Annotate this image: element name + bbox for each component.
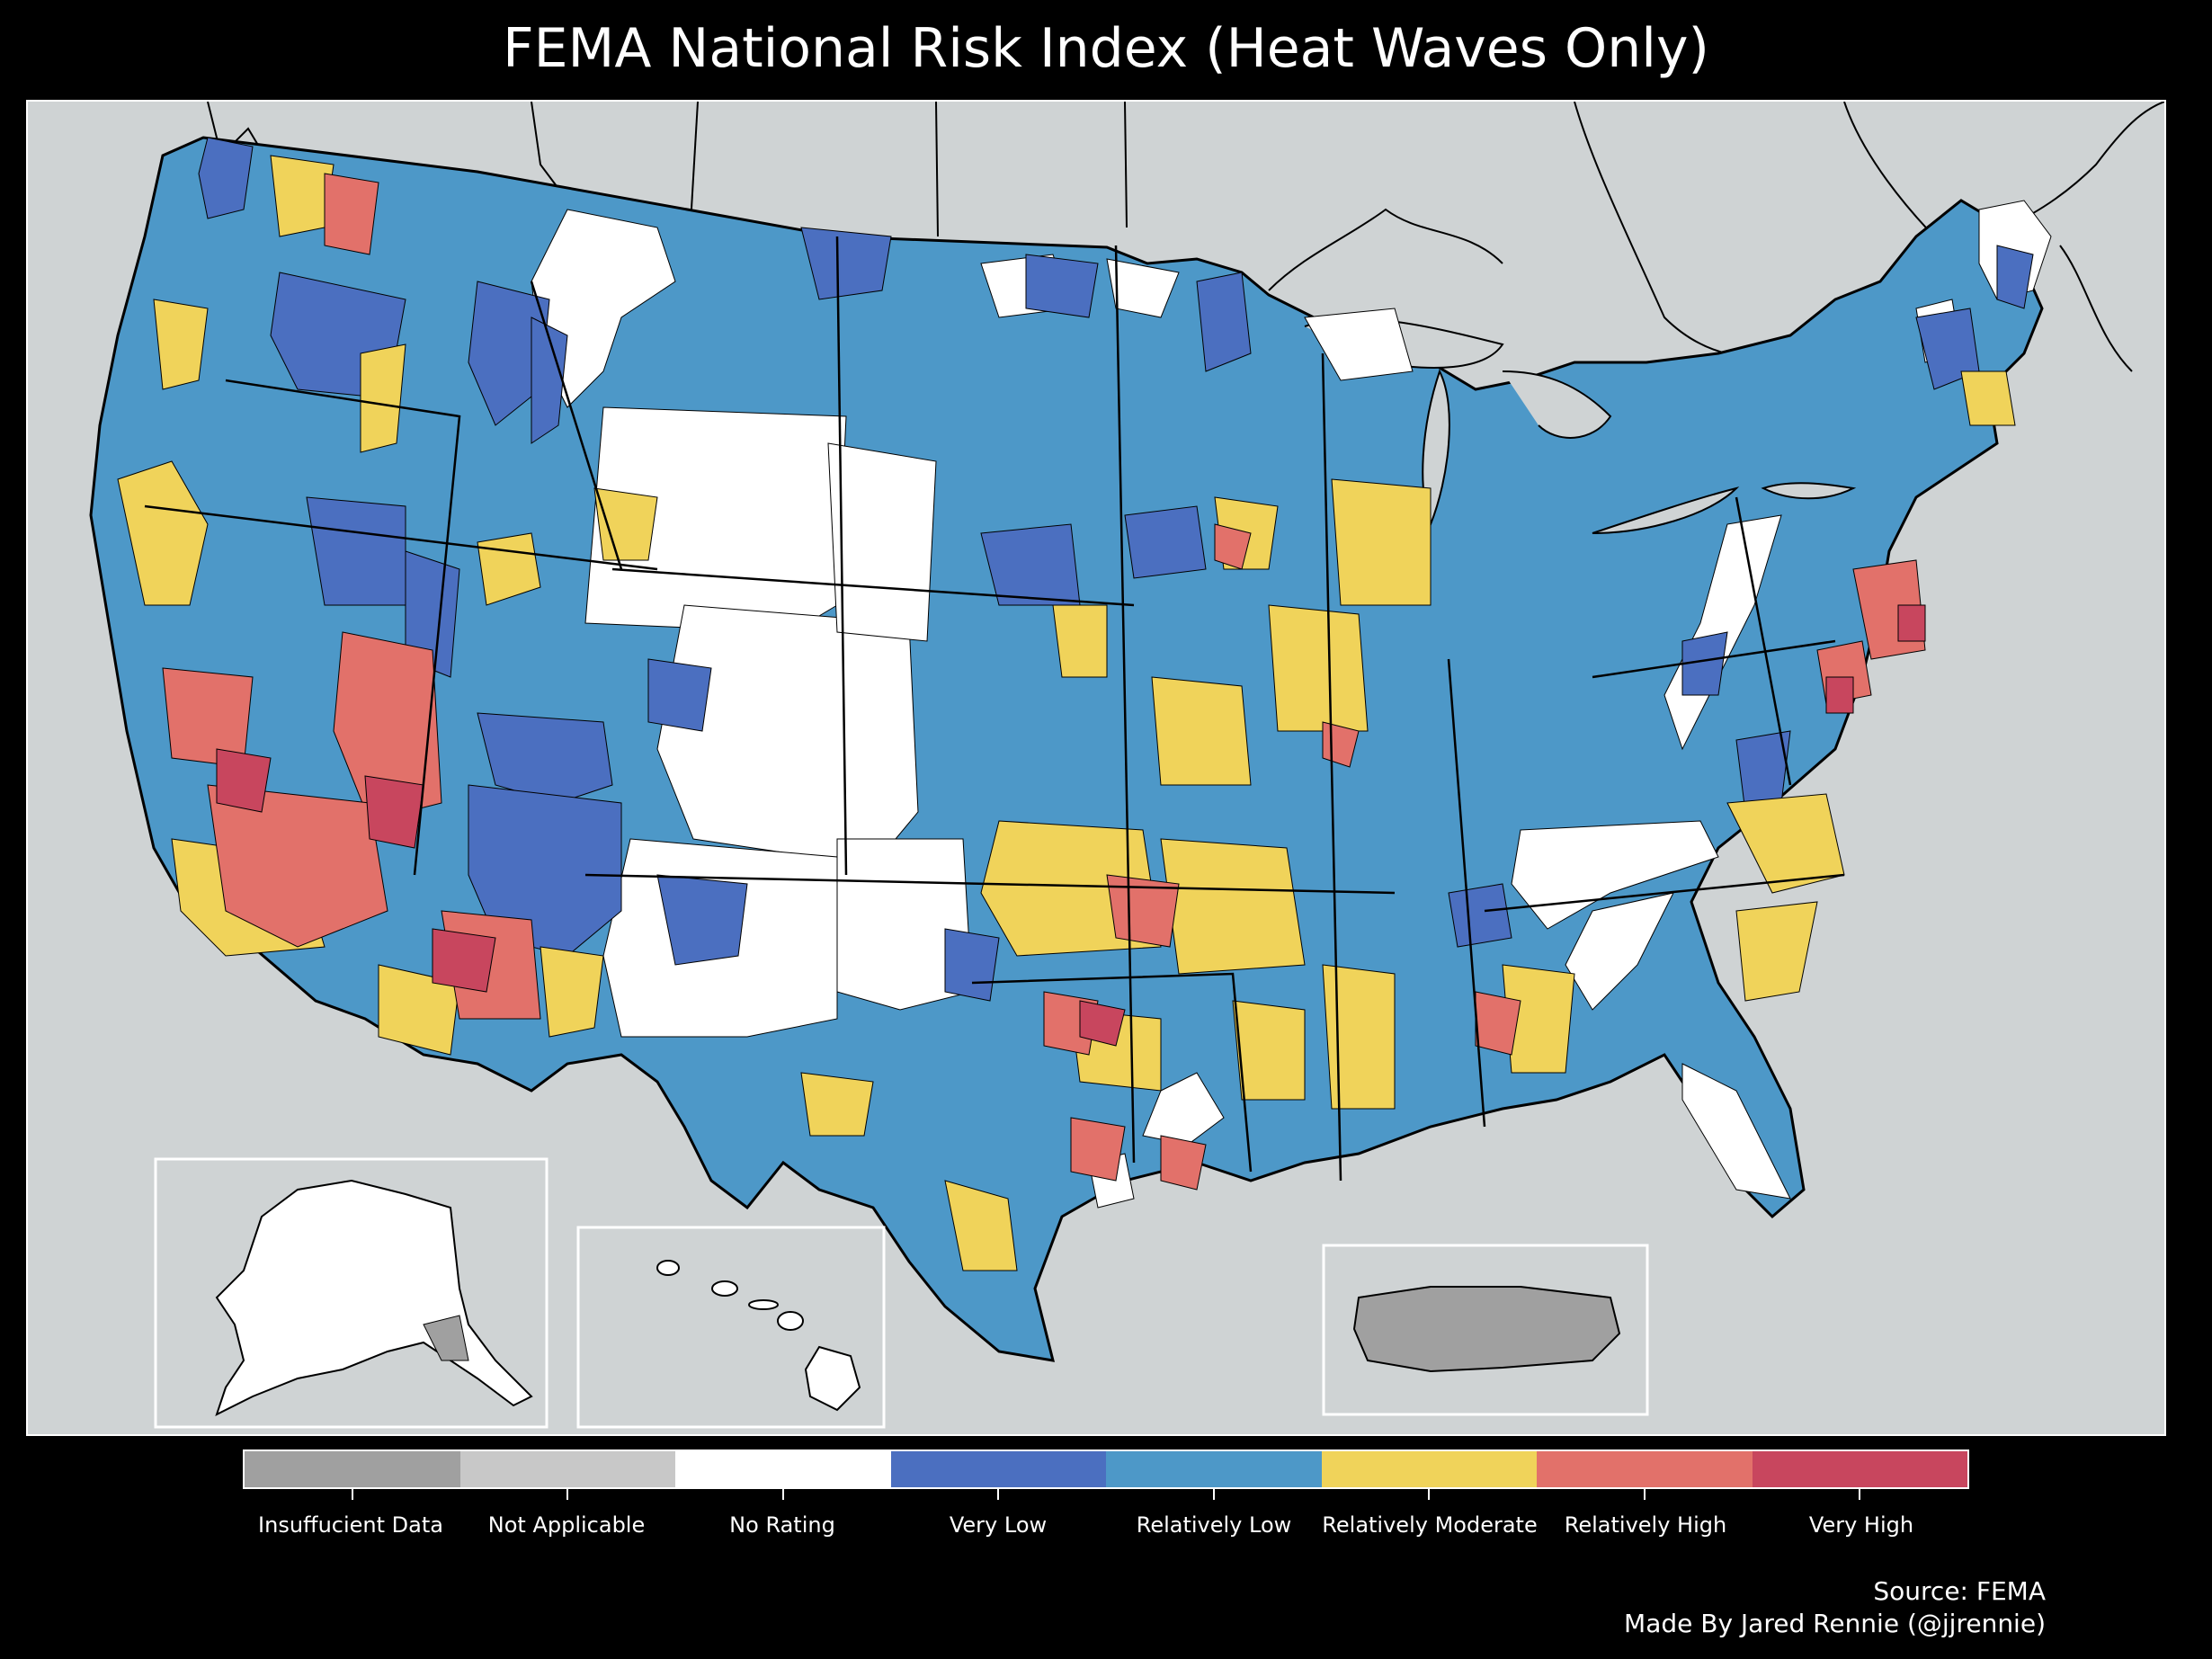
legend-swatch [675,1451,891,1500]
legend-tick [1643,1487,1646,1500]
us-heat-wave-risk-map [28,102,2164,1434]
puerto-rico-shape [1352,1286,1621,1373]
legend-label: Relatively High [1564,1512,1727,1538]
legend-tick [781,1487,784,1500]
legend-tick [1859,1487,1861,1500]
hawaii-kauai [656,1260,680,1276]
legend-swatch [1537,1451,1753,1500]
legend-swatch [1752,1451,1967,1500]
very-low-zones [198,137,2034,1002]
map-title: FEMA National Risk Index (Heat Waves Onl… [503,17,1709,80]
map-panel [26,100,2166,1436]
state-borders [144,236,1845,1182]
credits: Source: FEMA Made By Jared Rennie (@jjre… [1624,1575,2046,1640]
legend-colorbar [243,1449,1969,1500]
author-credit: Made By Jared Rennie (@jjrennie) [1624,1609,2046,1638]
hawaii-oahu [711,1280,738,1297]
legend-labels: Insuffucient Data Not Applicable No Rating… [243,1511,1969,1539]
hawaii-molokai [748,1299,779,1310]
alaska-inset [154,1157,549,1429]
legend-label: Relatively Moderate [1322,1512,1538,1538]
very-high-zones [216,604,1926,1047]
high-zones [162,173,1926,1191]
legend-tick [997,1487,1000,1500]
legend-label: No Rating [729,1512,835,1538]
legend-tick [566,1487,569,1500]
legend-tick [1212,1487,1215,1500]
hawaii-big-island [804,1345,861,1412]
legend-label: Very High [1808,1512,1914,1538]
legend-tick [1428,1487,1431,1500]
legend-swatch [890,1451,1106,1500]
legend-swatch [459,1451,675,1500]
puerto-rico-inset [1322,1244,1649,1416]
legend-swatch [1106,1451,1322,1500]
legend-swatch [245,1451,460,1500]
legend-label: Relatively Low [1136,1512,1292,1538]
source-credit: Source: FEMA [1873,1576,2046,1606]
legend-tick [351,1487,353,1500]
hawaii-maui [777,1311,804,1331]
legend-label: Insuffucient Data [258,1512,443,1538]
hawaii-inset [576,1226,886,1429]
legend-swatch [1321,1451,1537,1500]
legend-label: Very Low [949,1512,1048,1538]
legend-label: Not Applicable [487,1512,646,1538]
alaska-insufficient-area [423,1315,469,1361]
